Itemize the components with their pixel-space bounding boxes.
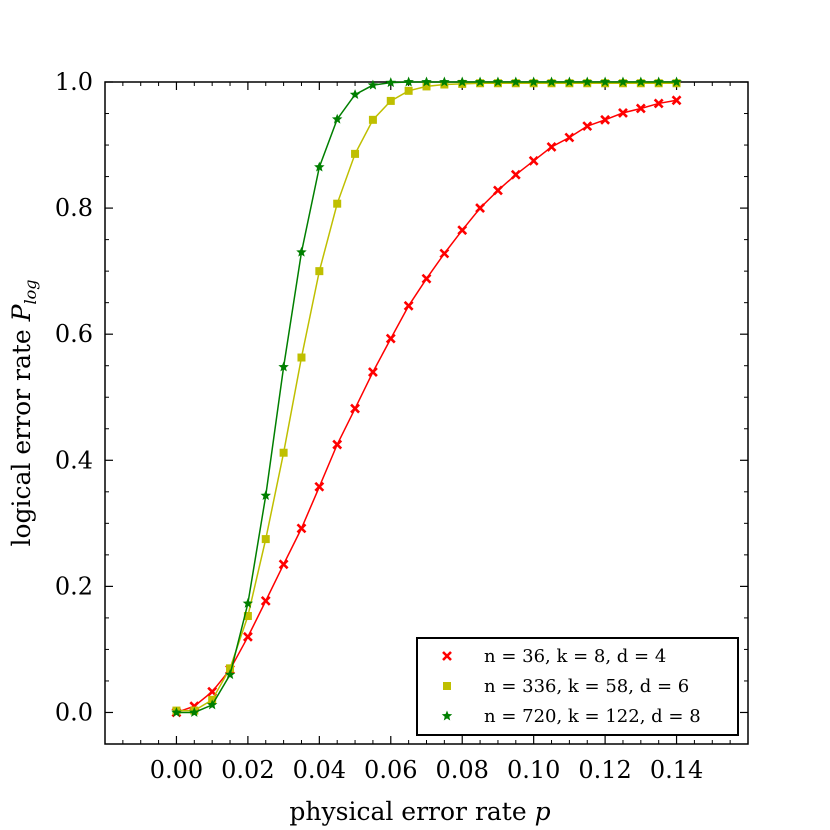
data-point [171,706,182,717]
data-point [242,597,254,608]
legend-entries: n = 36, k = 8, d = 4 n = 336, k = 58, d =… [441,646,701,727]
data-point [385,333,396,344]
legend: n = 36, k = 8, d = 4 n = 336, k = 58, d =… [416,637,739,736]
data-point [226,664,235,673]
data-point [386,96,395,105]
data-point [653,76,664,87]
data-point [600,114,611,125]
data-point [403,76,414,87]
data-point [278,361,289,372]
data-point [422,82,431,91]
y-tick-label: 0.6 [55,320,93,348]
x-tick-label: 0.12 [578,756,631,784]
data-point [315,267,324,276]
data-point [475,203,486,214]
data-point [440,80,449,89]
data-point [351,149,360,158]
data-point [367,79,379,90]
legend-label: n = 720, k = 122, d = 8 [484,706,701,727]
series-layer [171,76,682,718]
data-point [546,76,557,87]
data-point [261,535,270,544]
data-point [653,98,664,109]
x-tick-label: 0.10 [507,756,560,784]
data-point [350,403,360,414]
y-tick-label: 0.2 [55,572,93,600]
data-point [564,76,575,87]
data-point [421,273,432,284]
data-point [260,595,271,606]
data-point [492,76,504,87]
series-3 [171,76,682,717]
data-point [368,115,377,124]
data-point [456,76,468,87]
data-point [189,706,200,717]
data-point [296,246,307,257]
data-point [278,559,289,570]
data-point [510,76,522,87]
data-point [296,523,307,534]
data-point [403,300,414,311]
y-tick-label: 1.0 [55,68,93,96]
x-tick-label: 0.02 [221,756,274,784]
x-tick-label: 0.00 [150,756,203,784]
data-point [546,142,557,152]
x-tick-label: 0.08 [436,756,489,784]
series-2 [172,79,681,715]
series-line [176,99,677,714]
data-point [243,612,252,621]
series-1 [171,95,682,718]
data-point [297,353,306,362]
data-point [439,248,450,259]
data-point [671,95,682,106]
y-axis-label: logical error rate Plog [7,279,40,546]
data-point [314,481,325,492]
data-point [493,185,503,196]
data-point [618,107,628,118]
data-point [367,367,378,377]
data-point [314,161,325,172]
x-axis-label: physical error rate p [289,797,550,826]
legend-box [416,637,739,736]
data-point [457,225,468,236]
data-point [333,199,342,208]
x-tick-label: 0.14 [650,756,703,784]
data-point [242,631,253,642]
data-point [332,439,343,450]
data-point [582,121,593,132]
data-point [671,76,682,87]
data-point [260,490,271,501]
legend-label: n = 336, k = 58, d = 6 [484,676,689,697]
data-point [635,103,646,114]
axis-ticks: 0.00 0.02 0.04 0.06 0.08 0.10 0.12 0.14 0.0 0.2 0.… [55,68,748,784]
data-point [404,86,413,95]
data-point [206,699,218,710]
data-point [224,669,236,680]
legend-marker [443,682,451,690]
data-point [510,169,521,180]
data-point [599,76,611,87]
data-point [439,76,450,87]
y-tick-label: 0.0 [55,698,93,726]
y-tick-label: 0.4 [55,446,93,474]
data-point [564,132,575,143]
data-point [474,76,486,87]
data-point [635,76,647,87]
legend-marker [441,710,453,721]
data-point [421,76,432,87]
data-point [279,448,288,457]
data-point [385,77,397,88]
data-point [349,89,361,100]
data-point [582,76,593,87]
x-tick-label: 0.06 [364,756,417,784]
y-tick-label: 0.8 [55,194,93,222]
x-tick-label: 0.04 [293,756,346,784]
data-point [528,155,539,166]
legend-label: n = 36, k = 8, d = 4 [484,646,666,667]
data-point [331,113,343,124]
data-point [617,76,629,87]
data-point [528,76,539,87]
legend-marker [442,651,452,661]
